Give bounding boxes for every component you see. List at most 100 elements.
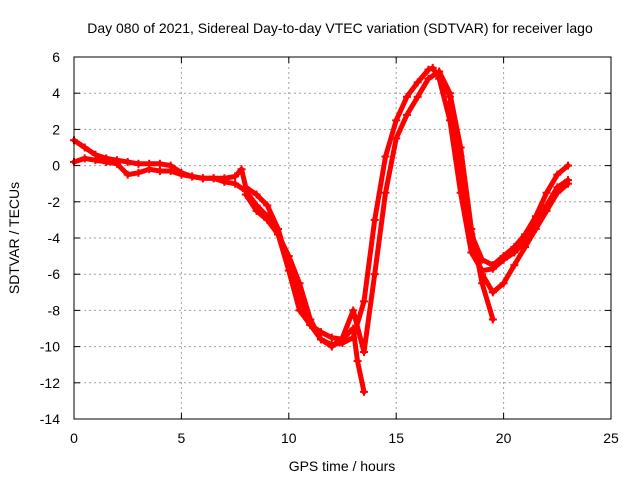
data-point	[306, 315, 315, 324]
y-tick-label: 4	[52, 85, 60, 101]
data-point	[499, 279, 508, 288]
data-point	[231, 172, 240, 181]
data-point	[317, 335, 326, 344]
data-point	[467, 230, 476, 239]
data-point	[263, 201, 272, 210]
x-tick-label: 15	[388, 430, 404, 446]
data-point	[241, 190, 250, 199]
data-point	[521, 243, 530, 252]
x-tick-label: 25	[603, 430, 619, 446]
data-point	[295, 306, 304, 315]
data-point	[521, 230, 530, 239]
data-point	[123, 170, 132, 179]
data-point	[413, 92, 422, 101]
data-point	[209, 174, 218, 183]
x-axis-label: GPS time / hours	[289, 458, 396, 474]
data-point	[564, 179, 573, 188]
data-point	[252, 190, 261, 199]
data-point	[499, 252, 508, 261]
y-tick-label: -6	[48, 266, 61, 282]
data-point	[177, 170, 186, 179]
data-point	[542, 188, 551, 197]
data-point	[564, 161, 573, 170]
x-tick-label: 5	[178, 430, 186, 446]
data-point	[370, 215, 379, 224]
x-tick-labels: 0 5 10 15 20 25	[70, 430, 619, 446]
data-point	[435, 71, 444, 80]
data-point	[237, 165, 246, 174]
data-point	[424, 74, 433, 83]
data-point	[478, 270, 487, 279]
data-point	[353, 357, 362, 366]
data-point	[542, 206, 551, 215]
x-tick-label: 20	[496, 430, 512, 446]
data-point	[402, 92, 411, 101]
data-point	[488, 288, 497, 297]
data-point	[349, 306, 358, 315]
data-point	[145, 165, 154, 174]
data-point	[252, 206, 261, 215]
y-tick-label: 0	[52, 158, 60, 174]
data-point	[456, 157, 465, 166]
data-point	[359, 297, 368, 306]
data-point	[428, 63, 437, 72]
data-point	[80, 154, 89, 163]
data-point	[488, 261, 497, 270]
data-point	[359, 387, 368, 396]
data-point	[327, 333, 336, 342]
data-point	[102, 157, 111, 166]
y-tick-label: -12	[40, 375, 60, 391]
data-point	[155, 167, 164, 176]
data-point	[284, 252, 293, 261]
data-point	[123, 157, 132, 166]
data-point	[413, 78, 422, 87]
data-point	[134, 159, 143, 168]
data-point	[531, 224, 540, 233]
data-point	[510, 243, 519, 252]
data-point	[338, 333, 347, 342]
y-tick-labels: -14 -12 -10 -8 -6 -4 -2 0 2 4 6	[40, 49, 60, 427]
data-point	[166, 167, 175, 176]
y-tick-label: -2	[48, 194, 61, 210]
series-line-track-b	[71, 155, 367, 395]
y-tick-label: -10	[40, 339, 60, 355]
data-point	[284, 266, 293, 275]
data-point	[424, 65, 433, 74]
series-group	[70, 63, 573, 396]
data-point	[402, 110, 411, 119]
data-point	[553, 170, 562, 179]
data-point	[274, 230, 283, 239]
y-tick-label: 6	[52, 49, 60, 65]
data-point	[488, 315, 497, 324]
data-point	[392, 116, 401, 125]
data-point	[295, 279, 304, 288]
data-point	[381, 188, 390, 197]
data-point	[510, 261, 519, 270]
y-tick-label: -4	[48, 230, 61, 246]
y-tick-label: -14	[40, 411, 60, 427]
data-point	[198, 174, 207, 183]
data-point	[188, 172, 197, 181]
data-point	[80, 143, 89, 152]
data-point	[553, 188, 562, 197]
data-point	[445, 92, 454, 101]
y-axis-label: SDTVAR / TECUs	[6, 182, 22, 294]
data-point	[381, 152, 390, 161]
data-point	[392, 134, 401, 143]
y-tick-label: 2	[52, 121, 60, 137]
data-point	[327, 342, 336, 351]
data-point	[263, 215, 272, 224]
data-point	[370, 270, 379, 279]
data-point	[359, 348, 368, 357]
y-tick-label: -8	[48, 302, 61, 318]
chart-title: Day 080 of 2021, Sidereal Day-to-day VTE…	[87, 20, 593, 36]
data-point	[531, 212, 540, 221]
data-point	[112, 159, 121, 168]
x-tick-label: 10	[281, 430, 297, 446]
data-point	[478, 255, 487, 264]
x-tick-label: 0	[70, 430, 78, 446]
data-point	[220, 177, 229, 186]
tick-marks	[73, 56, 612, 420]
data-point	[155, 159, 164, 168]
